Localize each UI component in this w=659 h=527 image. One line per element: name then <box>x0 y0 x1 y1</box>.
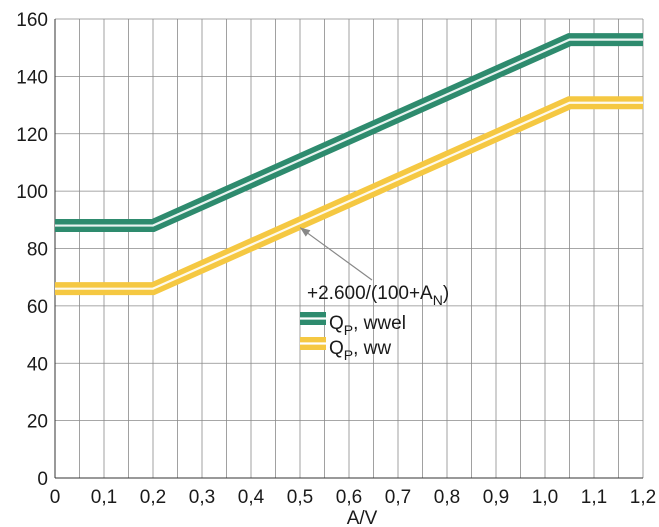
y-tick-label: 120 <box>16 125 48 146</box>
legend-wwel-rest: , wwel <box>353 313 406 334</box>
legend-wwel-main: Q <box>329 313 344 334</box>
legend-label-wwel: QP, wwel <box>329 313 406 338</box>
series-lines <box>55 33 643 296</box>
legend-ww-sub: P <box>344 347 353 363</box>
annotation: +2.600/(100+AN) <box>299 227 449 308</box>
legend-ww-rest: , ww <box>353 338 391 359</box>
y-tick-label: 40 <box>27 354 48 375</box>
y-tick-label: 100 <box>16 182 48 203</box>
x-tick-label: 0,9 <box>483 487 509 508</box>
x-tick-label: 0,7 <box>385 487 411 508</box>
y-tick-label: 0 <box>37 469 48 490</box>
annotation-close: ) <box>443 283 449 304</box>
legend-item-wwel: QP, wwel <box>300 312 406 338</box>
series-line-wwel-highlight <box>55 38 643 227</box>
x-tick-label: 0,8 <box>434 487 460 508</box>
x-tick-label: 0,2 <box>140 487 166 508</box>
x-tick-label: 1,0 <box>532 487 558 508</box>
legend: QP, wwel QP, ww <box>300 312 406 363</box>
grid <box>54 18 644 479</box>
annotation-arrowhead <box>300 227 311 237</box>
x-axis-label: A/V <box>347 508 378 527</box>
annotation-subscript: N <box>433 292 443 308</box>
legend-wwel-sub: P <box>344 322 353 338</box>
legend-label-ww: QP, ww <box>329 338 391 363</box>
x-tick-label: 0,1 <box>91 487 117 508</box>
annotation-text: +2.600/(100+A <box>307 283 433 304</box>
series-line-ww-highlight <box>55 101 643 290</box>
y-tick-label: 80 <box>27 240 48 261</box>
annotation-label: +2.600/(100+AN) <box>307 283 449 308</box>
y-tick-label: 60 <box>27 297 48 318</box>
y-tick-label: 20 <box>27 412 48 433</box>
legend-item-ww: QP, ww <box>300 337 391 363</box>
x-tick-label: 1,1 <box>581 487 607 508</box>
y-tick-label: 140 <box>16 67 48 88</box>
x-tick-label: 0,4 <box>238 487 265 508</box>
x-tick-label: 0,5 <box>287 487 313 508</box>
y-tick-label: 160 <box>16 10 48 31</box>
x-tick-label: 0,6 <box>336 487 362 508</box>
tick-labels: 0 0,1 0,2 0,3 0,4 0,5 0,6 0,7 0,8 0,9 1,0 1,1 1,2 0 20… <box>16 10 656 508</box>
x-tick-label: 0,3 <box>189 487 215 508</box>
x-tick-label: 1,2 <box>630 487 656 508</box>
legend-ww-main: Q <box>329 338 344 359</box>
x-tick-label: 0 <box>50 487 61 508</box>
annotation-arrow-line <box>299 227 373 281</box>
